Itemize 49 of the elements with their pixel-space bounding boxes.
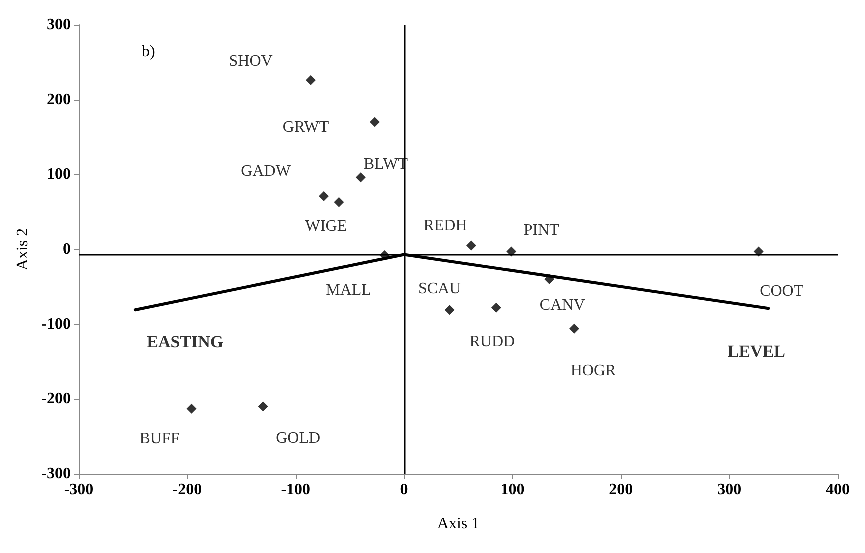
- point: [466, 240, 477, 251]
- annotation: RUDD: [470, 333, 516, 350]
- x-tick-label: -100: [281, 482, 311, 498]
- y-tick-label: 0: [63, 241, 71, 258]
- x-tick-label: -200: [172, 482, 202, 498]
- point: [186, 404, 197, 414]
- x-tick-label: 300: [718, 482, 742, 498]
- point: [570, 324, 580, 334]
- annotation: MALL: [326, 282, 372, 299]
- point: [334, 197, 344, 208]
- annotation: REDH: [424, 217, 468, 234]
- point: [506, 246, 517, 257]
- annotation: PINT: [524, 222, 560, 240]
- point: [370, 117, 380, 128]
- point: [544, 274, 555, 284]
- annotation: COOT: [760, 283, 804, 300]
- x-tick-label: 200: [609, 482, 634, 498]
- annotation: CANV: [540, 296, 586, 314]
- y-tick-label: 300: [47, 16, 71, 34]
- point: [754, 246, 764, 257]
- annotation: EASTING: [147, 332, 224, 352]
- y-tick-label: 100: [47, 166, 71, 184]
- y-tick-label: -300: [42, 466, 71, 482]
- x-axis-title: Axis 1: [437, 516, 480, 532]
- x-tick-label: -300: [64, 482, 94, 498]
- y-tick-label: -100: [42, 316, 71, 333]
- annotation: LEVEL: [728, 342, 786, 362]
- annotation: b): [142, 44, 156, 60]
- point: [444, 305, 455, 316]
- y-axis-title: Axis 2: [14, 228, 32, 271]
- y-tick-label: -200: [42, 390, 71, 408]
- x-tick-label: 100: [500, 482, 525, 498]
- annotation: GRWT: [282, 118, 330, 136]
- point: [258, 402, 268, 412]
- annotation: SHOV: [229, 52, 274, 70]
- x-tick-label: 400: [826, 482, 850, 498]
- point: [306, 75, 316, 86]
- annotation: GADW: [241, 162, 292, 180]
- annotation: HOGR: [570, 362, 617, 380]
- point: [380, 250, 390, 260]
- point: [356, 172, 366, 183]
- y-tick-label: 200: [47, 91, 71, 108]
- point: [491, 302, 502, 313]
- x-tick-label: 0: [400, 482, 408, 498]
- annotation: BUFF: [140, 430, 180, 448]
- annotation: WIGE: [305, 218, 348, 235]
- point: [319, 191, 330, 202]
- annotation: SCAU: [418, 280, 462, 298]
- annotation: GOLD: [276, 430, 321, 448]
